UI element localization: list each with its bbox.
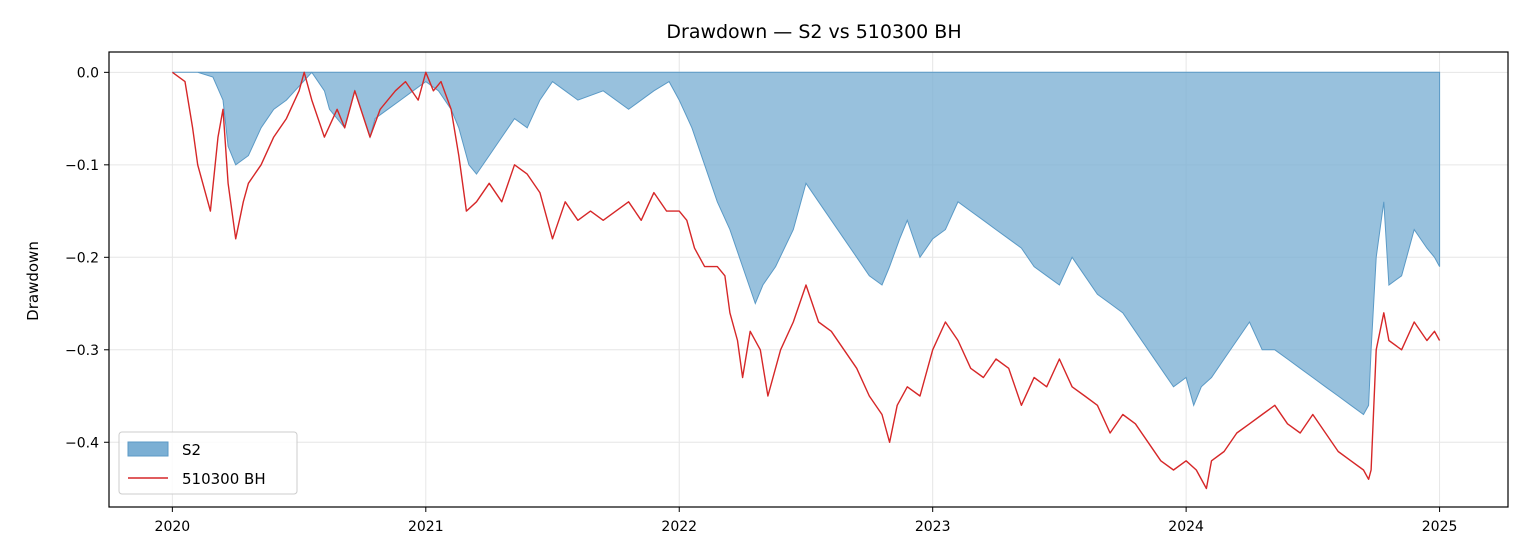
x-tick-label: 2024 [1168, 519, 1204, 535]
line-510300-bh [171, 71, 1441, 490]
area-s2 [172, 71, 1441, 416]
x-tick-label: 2022 [661, 519, 697, 535]
y-tick-label: −0.2 [65, 250, 99, 266]
axis-ticks: 2020 2021 2022 2023 2024 2025 0.0 −0.1 −0.2 −0.3 −… [65, 65, 1457, 535]
y-tick-label: −0.1 [65, 158, 99, 174]
x-tick-label: 2025 [1422, 519, 1458, 535]
y-tick-label: −0.3 [65, 343, 99, 359]
series-layer [171, 71, 1441, 490]
legend: S2 510300 BH [118, 431, 298, 495]
plot-frame [108, 51, 1509, 508]
y-tick-label: 0.0 [77, 65, 99, 81]
x-tick-label: 2023 [915, 519, 951, 535]
x-tick-label: 2021 [408, 519, 444, 535]
legend-swatch-s2 [127, 441, 169, 457]
chart-title: Drawdown — S2 vs 510300 BH [666, 21, 961, 43]
y-tick-label: −0.4 [65, 435, 99, 451]
y-axis-label: Drawdown [24, 241, 42, 321]
x-tick-label: 2020 [155, 519, 191, 535]
legend-label-s2: S2 [182, 441, 201, 459]
legend-label-510300-bh: 510300 BH [182, 470, 266, 488]
